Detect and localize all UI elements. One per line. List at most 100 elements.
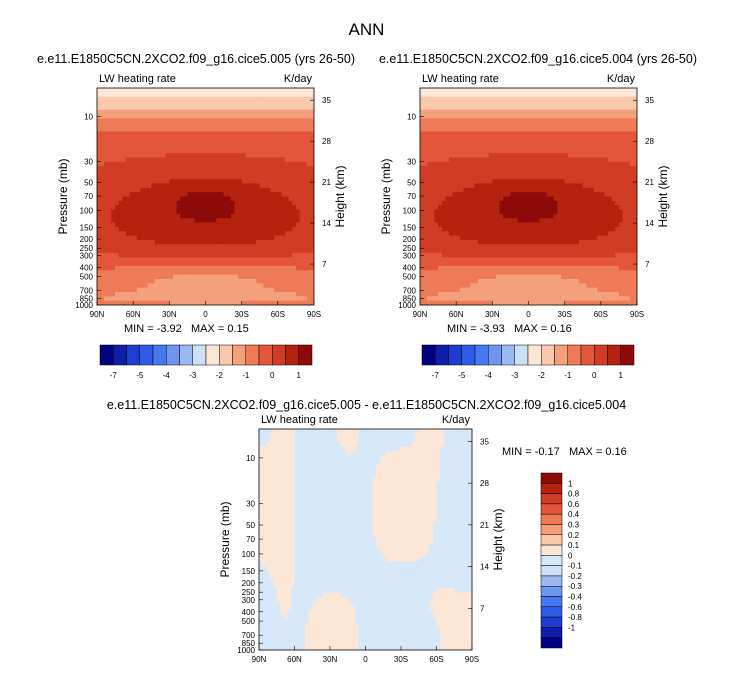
contour-cell xyxy=(216,174,221,180)
contour-cell xyxy=(542,222,548,228)
contour-cell xyxy=(430,114,436,119)
contour-cell xyxy=(118,239,123,245)
contour-cell xyxy=(456,118,461,124)
contour-cell xyxy=(136,109,141,115)
contour-cell xyxy=(129,265,134,271)
contour-cell xyxy=(216,270,221,276)
contour-cell xyxy=(467,92,472,98)
contour-cell xyxy=(477,231,483,237)
contour-cell xyxy=(499,127,504,132)
contour-cell xyxy=(535,166,540,172)
contour-cell xyxy=(118,88,123,93)
contour-cell xyxy=(292,274,297,280)
contour-cell xyxy=(430,239,436,245)
contour-cell xyxy=(550,218,555,224)
contour-cell xyxy=(310,244,314,250)
contour-cell xyxy=(553,114,559,119)
contour-cell xyxy=(198,252,203,258)
contour-cell xyxy=(245,300,250,305)
contour-cell xyxy=(430,287,436,293)
contour-cell xyxy=(481,213,486,219)
contour-cell xyxy=(115,187,120,193)
contour-cell xyxy=(481,105,486,111)
contour-cell xyxy=(456,300,461,305)
contour-cell xyxy=(216,274,221,280)
contour-cell xyxy=(147,183,152,189)
contour-cell xyxy=(274,274,279,280)
contour-cell xyxy=(274,135,279,141)
contour-cell xyxy=(140,179,145,185)
contour-cell xyxy=(467,218,472,224)
contour-cell xyxy=(248,144,254,150)
contour-cell xyxy=(205,257,210,263)
contour-cell xyxy=(191,239,196,245)
contour-cell xyxy=(209,122,214,128)
contour-cell xyxy=(281,122,286,128)
contour-cell xyxy=(452,205,457,211)
contour-cell xyxy=(510,144,515,150)
contour-cell xyxy=(180,244,185,250)
contour-cell xyxy=(503,283,508,289)
contour-cell xyxy=(115,192,120,198)
contour-cell xyxy=(506,148,512,154)
contour-cell xyxy=(550,278,555,284)
contour-cell xyxy=(495,161,501,167)
contour-cell xyxy=(524,144,530,150)
contour-cell xyxy=(481,174,486,180)
contour-cell xyxy=(162,205,167,211)
contour-cell xyxy=(477,179,483,185)
contour-cell xyxy=(474,252,479,258)
contour-cell xyxy=(557,88,562,93)
contour-cell xyxy=(223,274,228,280)
contour-cell xyxy=(219,265,225,271)
contour-cell xyxy=(125,135,131,141)
contour-cell xyxy=(517,274,522,280)
contour-cell xyxy=(524,283,530,289)
contour-cell xyxy=(441,226,446,232)
contour-cell xyxy=(485,166,490,172)
contour-cell xyxy=(219,248,225,254)
contour-cell xyxy=(201,148,207,154)
contour-cell xyxy=(503,274,508,280)
contour-cell xyxy=(459,148,464,154)
contour-cell xyxy=(158,300,163,305)
contour-cell xyxy=(209,265,214,271)
contour-cell xyxy=(259,122,264,128)
contour-cell xyxy=(259,226,264,232)
contour-cell xyxy=(97,174,102,180)
contour-cell xyxy=(550,296,555,302)
contour-cell xyxy=(256,183,261,189)
contour-cell xyxy=(510,122,515,128)
contour-cell xyxy=(495,209,501,215)
contour-cell xyxy=(306,118,311,124)
contour-cell xyxy=(434,209,439,215)
contour-cell xyxy=(542,283,548,289)
contour-cell xyxy=(499,166,504,172)
contour-cell xyxy=(209,300,214,305)
contour-cell xyxy=(550,200,555,206)
contour-cell xyxy=(448,222,454,228)
contour-cell xyxy=(546,157,551,163)
contour-cell xyxy=(259,231,264,237)
contour-cell xyxy=(292,226,297,232)
contour-cell xyxy=(172,261,178,267)
contour-cell xyxy=(111,192,116,198)
contour-cell xyxy=(230,170,236,176)
contour-cell xyxy=(420,291,425,297)
max-value: 0.15 xyxy=(227,323,249,335)
contour-cell xyxy=(147,231,152,237)
contour-cell xyxy=(488,274,493,280)
contour-cell xyxy=(180,161,185,167)
contour-cell xyxy=(546,235,551,241)
contour-cell xyxy=(201,187,207,193)
contour-cell xyxy=(546,270,551,276)
contour-cell xyxy=(266,252,272,258)
contour-cell xyxy=(183,278,189,284)
contour-cell xyxy=(122,296,127,302)
contour-cell xyxy=(423,174,428,180)
contour-cell xyxy=(285,135,290,141)
contour-cell xyxy=(506,170,512,176)
contour-cell xyxy=(295,200,301,206)
contour-cell xyxy=(539,114,544,119)
contour-cell xyxy=(553,248,559,254)
